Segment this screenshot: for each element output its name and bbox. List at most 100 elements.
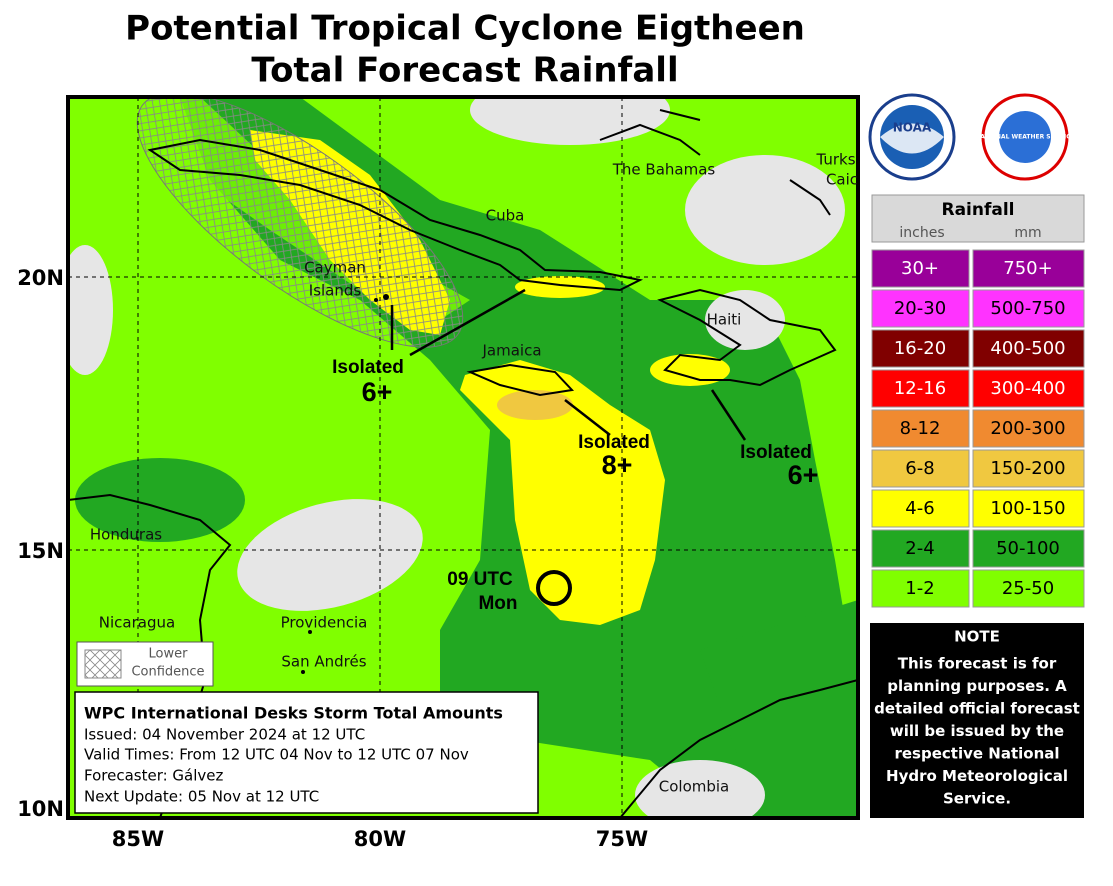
map xyxy=(68,97,858,818)
note-line: Hydro Meteorological xyxy=(886,767,1068,785)
info-box xyxy=(74,691,539,814)
info-line: Valid Times: From 12 UTC 04 Nov to 12 UT… xyxy=(84,746,469,764)
note-text: This forecast is for planning purposes. A… xyxy=(874,655,1080,808)
storm-label: Mon xyxy=(478,593,517,614)
legend-label: 2-4 xyxy=(905,538,934,559)
annotation: 8+ xyxy=(602,450,633,480)
map-frame xyxy=(66,95,860,820)
legend-swatch xyxy=(972,289,1085,328)
note-title: NOTE xyxy=(954,628,1000,646)
legend-label: 200-300 xyxy=(990,418,1065,439)
legend-swatch xyxy=(871,289,970,328)
lat-label: 20N xyxy=(17,266,64,290)
legend-unit: inches xyxy=(899,225,944,241)
no-rain xyxy=(635,760,765,818)
note-line: This forecast is for xyxy=(898,655,1057,673)
rain-4-6 xyxy=(650,354,730,386)
lat-label: 15N xyxy=(17,539,64,563)
legend-swatch xyxy=(871,409,970,448)
place-label: Jamaica xyxy=(481,342,541,360)
legend-label: 6-8 xyxy=(905,458,934,479)
annotation: 6+ xyxy=(362,377,393,407)
noaa-logo-text: NOAA xyxy=(893,121,932,135)
legend-label: 1-2 xyxy=(905,578,934,599)
legend-unit: mm xyxy=(1014,225,1041,241)
lon-label: 85W xyxy=(112,827,164,851)
annotation: Isolated xyxy=(740,442,812,463)
place-label: Islands xyxy=(309,282,362,300)
lat-label: 10N xyxy=(17,797,64,821)
legend-swatch xyxy=(972,409,1085,448)
island xyxy=(301,670,305,674)
island xyxy=(374,298,378,302)
legend-label: 500-750 xyxy=(990,298,1065,319)
rain-2-4 xyxy=(700,600,858,818)
legend-swatch xyxy=(871,369,970,408)
lower-confidence-area xyxy=(136,97,464,348)
legend-swatch xyxy=(871,529,970,568)
legend-swatch xyxy=(972,249,1085,288)
island xyxy=(383,294,389,300)
legend-title: Rainfall xyxy=(941,200,1014,220)
place-label: Haiti xyxy=(707,311,742,329)
storm-position xyxy=(536,570,572,606)
arrow xyxy=(564,399,611,436)
legend-swatch xyxy=(871,569,970,608)
coastline-jamaica xyxy=(466,363,575,397)
note-line: planning purposes. A xyxy=(887,677,1067,695)
legend-swatch xyxy=(871,449,970,488)
noaa-logo xyxy=(880,123,944,154)
legend-label: 50-100 xyxy=(996,538,1060,559)
place-label: Cuba xyxy=(486,207,525,225)
note-line: detailed official forecast xyxy=(874,700,1080,718)
note-line: Service. xyxy=(943,790,1011,808)
annotation: 6+ xyxy=(788,460,819,490)
legend-swatch xyxy=(871,249,970,288)
nws-logo-text: NATIONAL WEATHER SERVICE xyxy=(975,134,1074,141)
title-line: Total Forecast Rainfall xyxy=(251,51,678,91)
coastline-hispaniola xyxy=(657,288,837,387)
coastline-cuba xyxy=(147,138,644,292)
info-line: Issued: 04 November 2024 at 12 UTC xyxy=(84,726,365,744)
legend-label: 750+ xyxy=(1003,258,1052,279)
legend-rows: 30+ 750+ 20-30 500-750 16-20 400-500 12-16 300-… xyxy=(871,249,1085,608)
island xyxy=(308,630,312,634)
annotation: Isolated xyxy=(332,357,404,378)
note-line: will be issued by the xyxy=(890,722,1064,740)
legend-header xyxy=(871,194,1085,243)
legend-swatch xyxy=(972,449,1085,488)
legend-swatch xyxy=(871,329,970,368)
info-line: Next Update: 05 Nov at 12 UTC xyxy=(84,788,319,806)
info-line: Forecaster: Gálvez xyxy=(84,767,224,785)
lower-confidence-label: Lower xyxy=(149,647,189,662)
legend-swatch xyxy=(972,569,1085,608)
coastline-bahamas xyxy=(599,109,831,216)
place-label: Caic xyxy=(826,171,858,189)
legend-swatch xyxy=(871,489,970,528)
legend-label: 300-400 xyxy=(990,378,1065,399)
legend-swatch xyxy=(972,369,1085,408)
legend-label: 30+ xyxy=(901,258,939,279)
place-label: Cayman xyxy=(304,259,366,277)
no-rain xyxy=(237,499,423,611)
legend-label: 100-150 xyxy=(990,498,1065,519)
info-title: WPC International Desks Storm Total Amou… xyxy=(84,704,503,723)
legend-swatch xyxy=(972,329,1085,368)
legend-label: 12-16 xyxy=(894,378,946,399)
title-line: Potential Tropical Cyclone Eigtheen xyxy=(125,9,805,49)
rain-4-6 xyxy=(460,360,665,625)
note-box xyxy=(870,623,1084,818)
arrow xyxy=(409,288,526,357)
nws-logo xyxy=(999,111,1051,163)
legend-label: 16-20 xyxy=(894,338,946,359)
arrow xyxy=(710,389,747,441)
place-label: Providencia xyxy=(281,614,368,632)
coastline-colombia xyxy=(619,679,858,818)
place-label: Honduras xyxy=(90,526,162,544)
legend-label: 400-500 xyxy=(990,338,1065,359)
place-label: Turks xyxy=(815,151,855,169)
place-label: Colombia xyxy=(659,778,730,796)
legend-label: 8-12 xyxy=(900,418,941,439)
place-label: San Andrés xyxy=(281,653,366,671)
legend-label: 150-200 xyxy=(990,458,1065,479)
